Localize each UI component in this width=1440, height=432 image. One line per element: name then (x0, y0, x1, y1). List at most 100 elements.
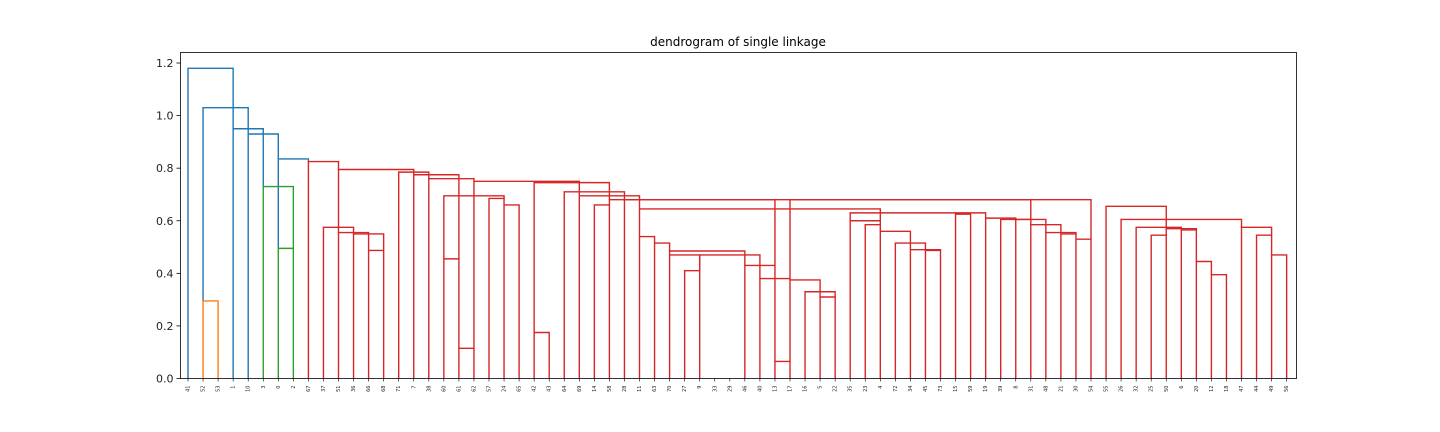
leaf-label: 64 (562, 386, 568, 392)
leaf-label: 46 (742, 386, 748, 392)
leaf-label: 44 (1254, 386, 1260, 392)
leaf-label: 68 (381, 386, 387, 392)
leaf-label: 13 (772, 386, 778, 392)
dendrogram-link (744, 264, 776, 379)
dendrogram-link (458, 347, 475, 379)
leaf-label: 40 (757, 386, 763, 392)
leaf-label: 21 (1058, 386, 1064, 392)
dendrogram-link (638, 235, 656, 379)
dendrogram-link (924, 249, 942, 379)
leaf-label: 16 (803, 386, 809, 392)
dendrogram-link (894, 242, 927, 379)
leaf-label: 42 (532, 386, 538, 392)
leaf-label: 67 (306, 386, 312, 392)
leaf-label: 0 (276, 386, 282, 389)
leaf-label: 12 (1209, 386, 1215, 392)
leaf-label: 23 (863, 386, 869, 392)
leaf-label: 20 (1194, 386, 1200, 392)
dendrogram-link (849, 220, 881, 379)
dendrogram-links (187, 67, 1288, 379)
dendrogram-link (202, 107, 249, 301)
dendrogram-link (367, 249, 385, 379)
dendrogram-link (1075, 238, 1092, 379)
dendrogram-link (1060, 233, 1077, 379)
dendrogram-link (653, 242, 671, 379)
leaf-label: 49 (1269, 386, 1275, 392)
leaf-label: 63 (652, 386, 658, 392)
leaf-label: 73 (938, 386, 944, 392)
dendrogram-link (1105, 205, 1167, 379)
dendrogram-link (1150, 234, 1167, 379)
dendrogram-link (488, 197, 505, 379)
dendrogram-link (1120, 218, 1243, 379)
leaf-label: 51 (336, 386, 342, 392)
dendrogram-link (443, 258, 460, 379)
leaf-label: 53 (216, 386, 222, 392)
leaf-label: 70 (667, 386, 673, 392)
dendrogram-link (503, 204, 520, 379)
leaf-label: 35 (848, 386, 854, 392)
leaf-label: 32 (1134, 386, 1140, 392)
dendrogram-link (789, 279, 821, 362)
leaf-label: 27 (682, 386, 688, 392)
leaf-label: 37 (321, 386, 327, 392)
dendrogram-link (428, 177, 475, 379)
leaf-label: 57 (487, 386, 493, 392)
leaf-label: 72 (893, 386, 899, 392)
leaf-label: 45 (923, 386, 929, 392)
leaf-label: 36 (351, 386, 357, 392)
leaf-label: 58 (607, 386, 613, 392)
dendrogram-link (533, 331, 550, 379)
dendrogram-link (262, 185, 295, 379)
dendrogram-link (1210, 273, 1228, 379)
dendrogram-link (277, 158, 310, 249)
dendrogram-link (683, 270, 701, 379)
dendrogram-link (1030, 224, 1062, 379)
leaf-label: 9 (697, 386, 703, 389)
dendrogram-link (789, 199, 1092, 279)
leaf-label: 29 (727, 386, 733, 392)
leaf-label: 61 (456, 386, 462, 392)
dendrogram-link (638, 208, 881, 237)
leaf-label: 39 (998, 386, 1004, 392)
leaf-label: 34 (908, 386, 914, 392)
dendrogram-link (774, 360, 791, 379)
leaf-label: 28 (622, 386, 628, 392)
leaf-label: 4 (878, 386, 884, 389)
leaf-label: 56 (1284, 386, 1290, 392)
dendrogram-link (247, 133, 279, 379)
y-tick-label: 0.6 (156, 215, 174, 228)
dendrogram-link (1135, 226, 1182, 379)
dendrogram-link (1015, 218, 1032, 379)
leaf-label: 7 (411, 386, 417, 389)
dendrogram-link (277, 247, 295, 379)
dendrogram-link (849, 212, 987, 221)
leaf-label: 5 (818, 386, 824, 389)
dendrogram-link (187, 67, 234, 379)
leaf-label: 59 (968, 386, 974, 392)
leaf-label: 3 (261, 386, 267, 389)
dendrogram-link (864, 224, 881, 379)
dendrogram-link (1255, 234, 1273, 379)
leaf-label: 8 (1013, 386, 1019, 389)
dendrogram-link (804, 291, 836, 379)
leaf-label: 18 (1224, 386, 1230, 392)
y-axis: 0.0 0.2 0.4 0.6 0.8 1.0 1.2 (156, 57, 181, 386)
leaf-label: 10 (246, 386, 252, 392)
leaf-label: 38 (426, 386, 432, 392)
leaf-label: 14 (592, 386, 598, 392)
dendrogram-link (699, 254, 761, 279)
dendrogram-link (668, 250, 746, 266)
leaf-label: 60 (441, 386, 447, 392)
dendrogram-link (337, 168, 415, 233)
dendrogram-link (307, 160, 340, 379)
leaf-label: 2 (291, 386, 297, 389)
leaf-label: 52 (201, 386, 207, 392)
dendrogram-link (593, 204, 611, 379)
plot-frame (180, 52, 1297, 379)
leaf-label: 48 (1043, 386, 1049, 392)
y-tick-label: 0.4 (156, 267, 174, 280)
dendrogram-link (879, 230, 912, 379)
leaf-label: 15 (953, 386, 959, 392)
